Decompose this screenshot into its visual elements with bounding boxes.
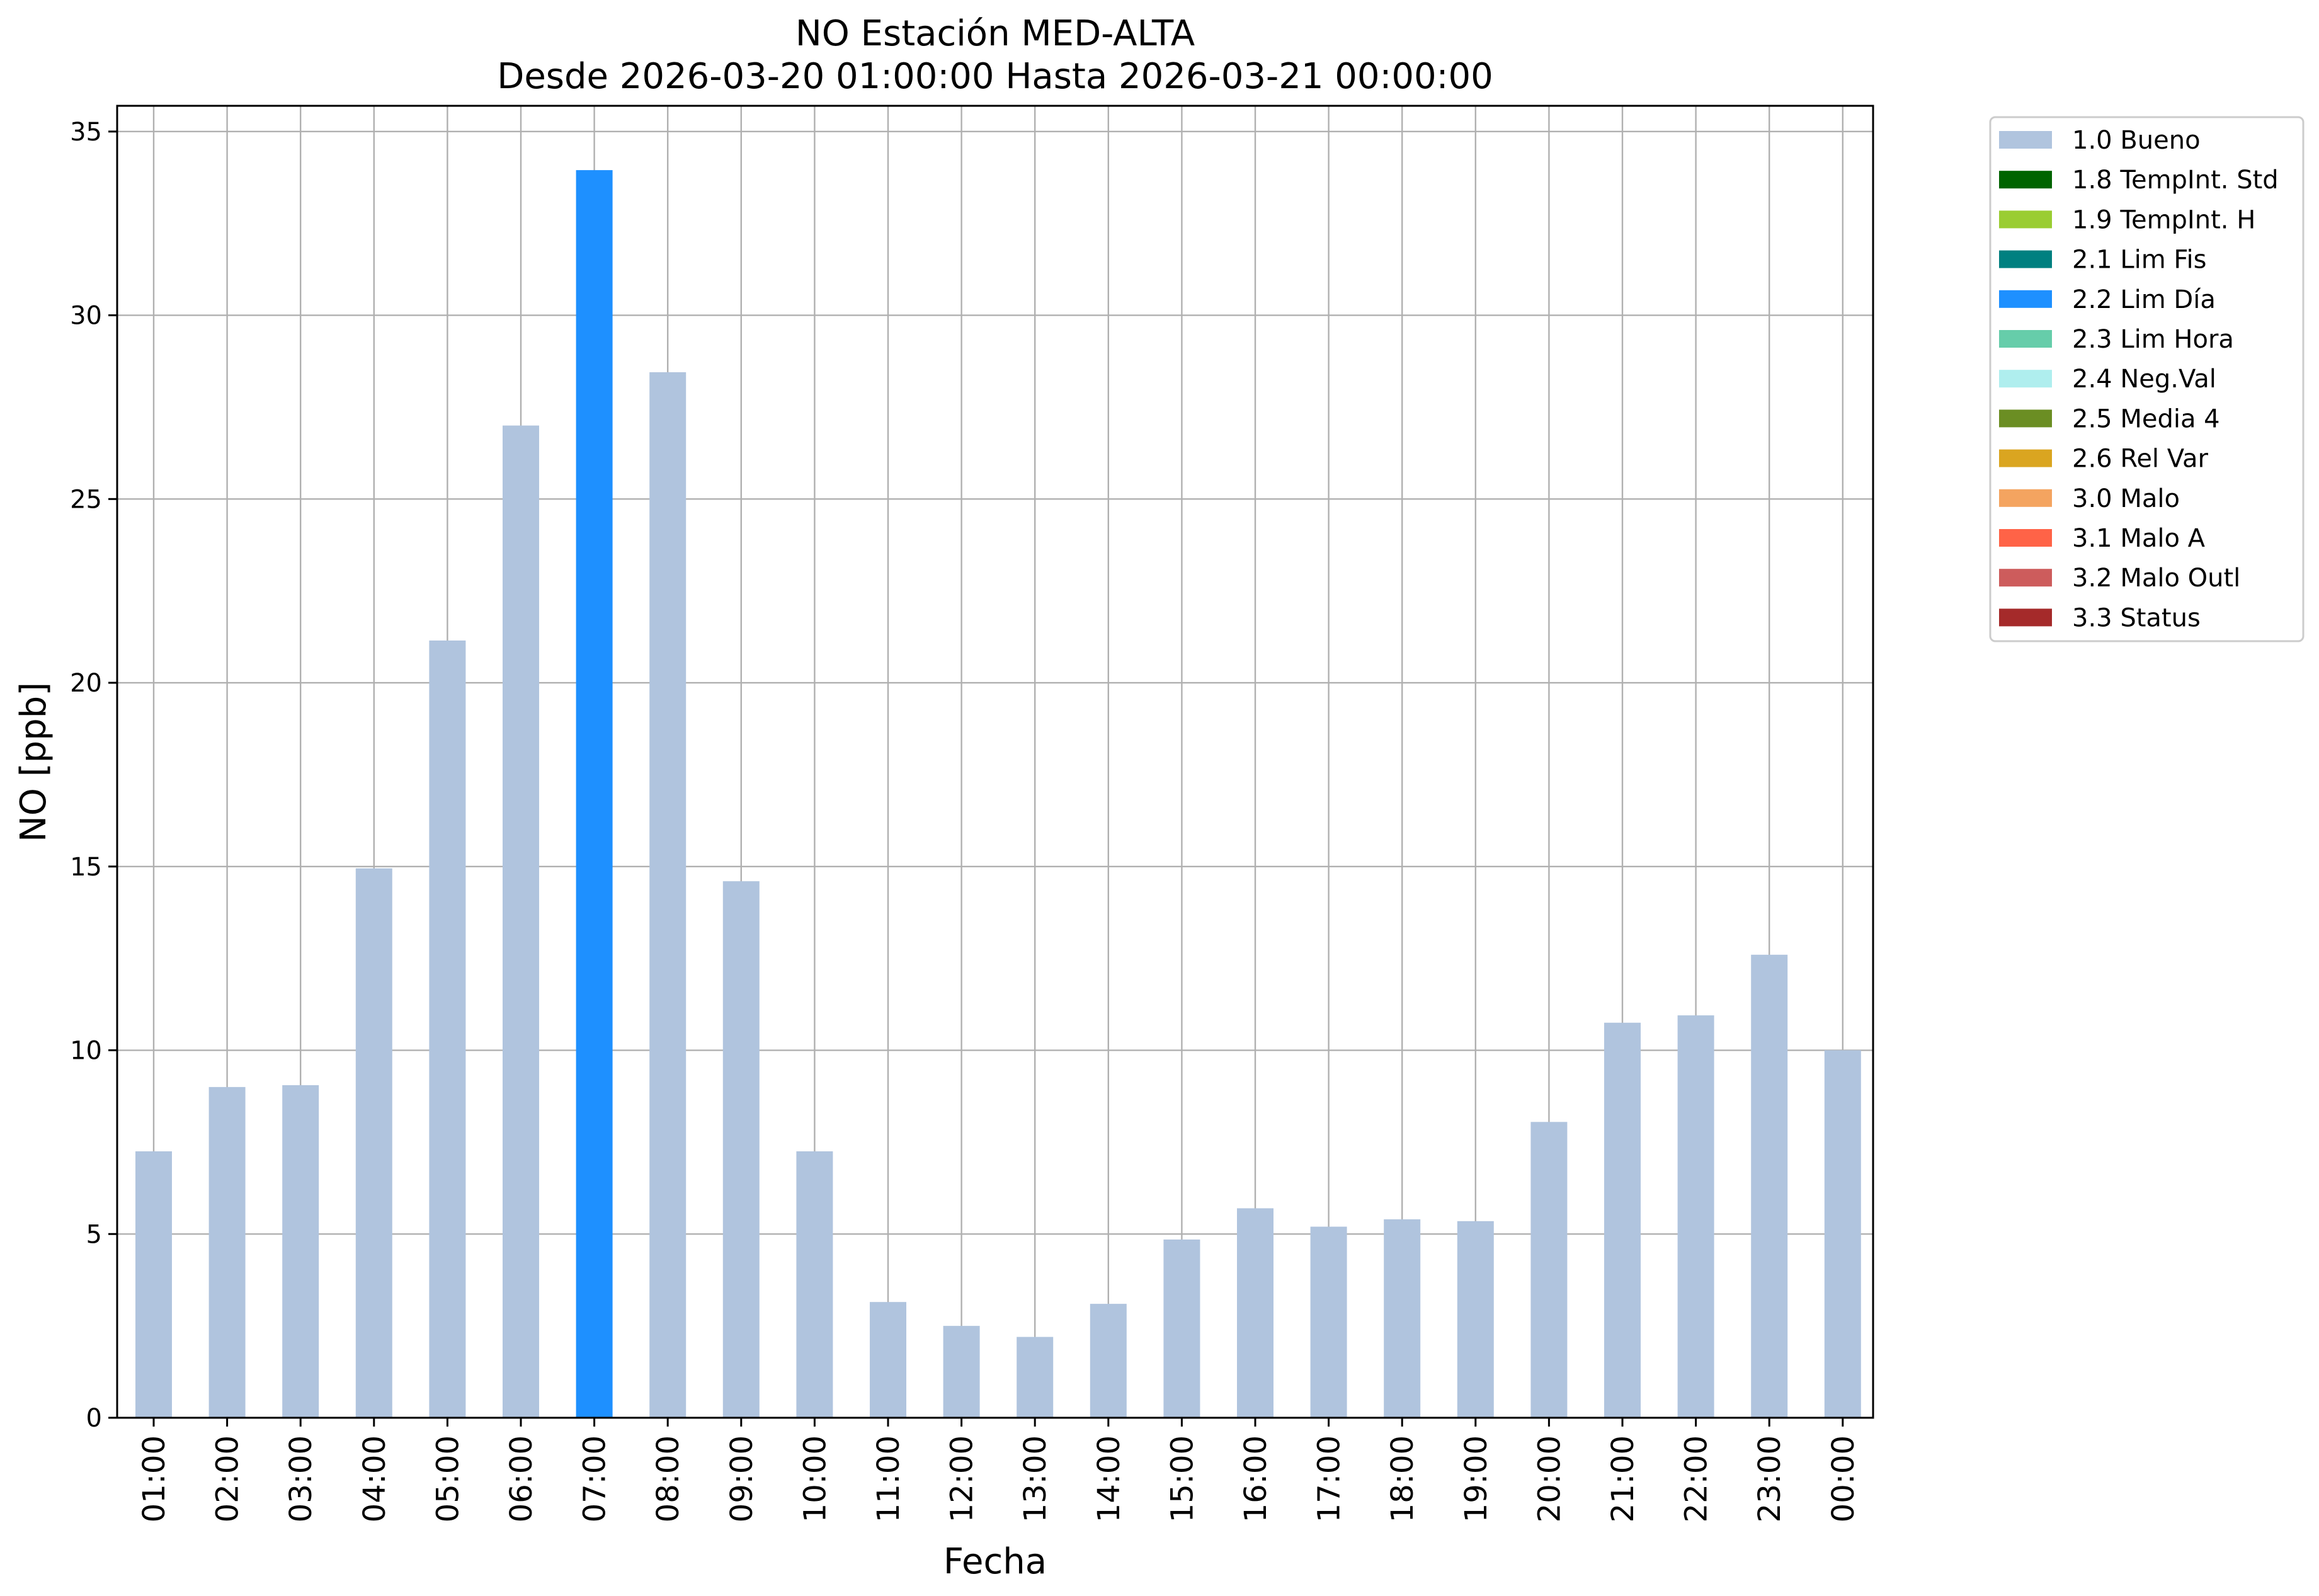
bar-0300 [282,1085,319,1418]
bar-0700 [576,170,613,1418]
x-tick-label: 07:00 [578,1435,613,1522]
x-tick-label: 12:00 [945,1435,980,1522]
legend-box [1989,116,2305,642]
bar-1400 [1090,1304,1127,1418]
bar-0400 [355,868,392,1418]
x-tick-label: 08:00 [651,1435,686,1522]
bar-2100 [1604,1022,1641,1418]
bar-1600 [1237,1208,1273,1418]
bar-1800 [1384,1219,1421,1418]
legend-label: 2.6 Rel Var [2072,445,2209,474]
legend-swatch [1999,529,2052,547]
x-tick-label: 19:00 [1459,1435,1494,1522]
bar-1000 [796,1151,833,1418]
x-tick-label: 11:00 [871,1435,906,1522]
bars [135,170,1861,1418]
legend-swatch [1999,290,2052,308]
bar-2300 [1751,954,1788,1418]
legend-label: 2.2 Lim Día [2072,285,2216,314]
x-axis-label: Fecha [943,1541,1047,1582]
bar-1100 [870,1302,906,1418]
legend-swatch [1999,210,2052,229]
x-tick-label: 01:00 [137,1435,172,1522]
legend-label: 1.9 TempInt. H [2072,205,2255,234]
x-tick-label: 05:00 [430,1435,465,1522]
legend-swatch [1999,489,2052,507]
legend-label: 2.5 Media 4 [2072,404,2220,433]
y-tick-label: 10 [70,1037,102,1066]
x-tick-label: 16:00 [1238,1435,1273,1522]
bar-2000 [1530,1122,1568,1418]
x-tick-label: 18:00 [1385,1435,1420,1522]
x-tick-label: 00:00 [1826,1435,1861,1522]
bar-2200 [1677,1015,1714,1418]
legend-swatch [1999,449,2052,467]
bar-0800 [649,372,687,1418]
y-tick-label: 0 [86,1404,102,1433]
bar-0000 [1824,1050,1861,1418]
bar-1300 [1017,1337,1054,1418]
x-tick-label: 21:00 [1605,1435,1641,1522]
bar-1700 [1310,1226,1347,1418]
y-tick-label: 25 [70,485,102,514]
legend-label: 3.3 Status [2072,603,2201,632]
bar-1900 [1457,1221,1494,1418]
bar-0900 [722,881,760,1418]
legend-label: 3.1 Malo A [2072,524,2206,553]
x-tick-label: 14:00 [1091,1435,1127,1522]
legend-swatch [1999,608,2052,627]
x-tick-label: 13:00 [1018,1435,1053,1522]
legend-swatch [1999,171,2052,189]
x-tick-label: 02:00 [210,1435,246,1522]
chart-subtitle: Desde 2026-03-20 01:00:00 Hasta 2026-03-… [497,56,1493,97]
y-tick-label: 15 [70,853,102,882]
legend-label: 2.3 Lim Hora [2072,325,2234,354]
x-ticks: 01:00 02:00 03:00 04:00 05:00 06:00 07:00 08:00… [137,1418,1861,1522]
x-tick-label: 23:00 [1752,1435,1787,1522]
legend-swatch [1999,131,2052,149]
chart-title: NO Estación MED-ALTA [795,13,1195,54]
legend-swatch [1999,330,2052,348]
x-tick-label: 20:00 [1532,1435,1567,1522]
x-tick-label: 10:00 [797,1435,833,1522]
bar-0100 [135,1151,172,1418]
legend-label: 3.2 Malo Outl [2072,564,2240,593]
y-tick-label: 35 [70,118,102,147]
y-tick-label: 5 [86,1220,102,1249]
legend-label: 2.4 Neg.Val [2072,365,2216,394]
x-tick-label: 09:00 [724,1435,760,1522]
x-tick-label: 06:00 [504,1435,539,1522]
bar-0200 [208,1086,246,1418]
legend: 1.0 Bueno 1.8 TempInt. Std 1.9 TempInt. H 2… [1989,116,2305,642]
legend-swatch [1999,409,2052,428]
y-tick-label: 20 [70,669,102,698]
bar-1200 [943,1326,980,1418]
x-tick-label: 03:00 [283,1435,319,1522]
legend-swatch [1999,569,2052,587]
legend-label: 1.0 Bueno [2072,126,2201,155]
x-tick-label: 17:00 [1312,1435,1347,1522]
y-tick-label: 30 [70,302,102,331]
x-tick-label: 15:00 [1165,1435,1200,1522]
legend-label: 3.0 Malo [2072,484,2180,513]
legend-swatch [1999,370,2052,388]
y-ticks: 0 5 10 15 20 25 30 35 [70,118,117,1433]
x-tick-label: 04:00 [357,1435,392,1522]
legend-label: 2.1 Lim Fis [2072,246,2206,275]
x-tick-label: 22:00 [1679,1435,1714,1522]
bar-1500 [1163,1240,1200,1418]
bar-0600 [503,425,539,1418]
y-axis-label: NO [ppb] [13,682,54,842]
plot-frame [116,105,1874,1419]
bar-0500 [429,640,466,1418]
legend-label: 1.8 TempInt. Std [2072,166,2279,195]
legend-swatch [1999,250,2052,268]
